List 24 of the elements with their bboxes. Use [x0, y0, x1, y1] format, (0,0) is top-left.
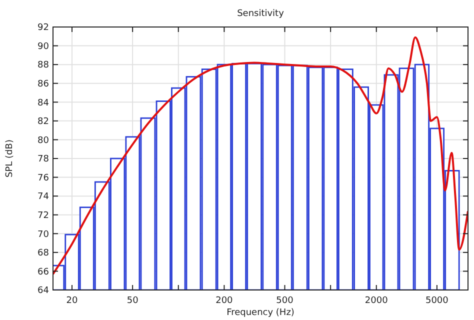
y-tick-label: 76 — [38, 173, 50, 184]
x-tick-label: 500 — [276, 296, 294, 306]
y-tick-label: 66 — [38, 267, 50, 278]
x-tick-label: 20 — [66, 296, 78, 306]
y-tick-label: 64 — [38, 286, 50, 296]
y-tick-label: 82 — [38, 117, 49, 128]
x-tick-label: 2000 — [364, 296, 388, 306]
y-tick-label: 92 — [38, 23, 49, 34]
y-tick-label: 78 — [38, 154, 50, 165]
x-tick-label: 50 — [126, 296, 139, 306]
y-tick-label: 72 — [38, 211, 49, 222]
y-tick-label: 90 — [38, 42, 50, 52]
y-tick-label: 86 — [38, 80, 50, 90]
chart-title: Sensitivity — [237, 9, 285, 19]
y-tick-label: 68 — [38, 248, 50, 259]
x-tick-label: 200 — [216, 296, 234, 306]
y-tick-label: 70 — [38, 230, 50, 240]
x-axis-title: Frequency (Hz) — [226, 308, 294, 318]
y-tick-label: 84 — [38, 98, 50, 108]
y-axis-title: SPL (dB) — [5, 140, 15, 178]
y-tick-label: 74 — [38, 192, 50, 202]
x-tick-label: 5000 — [425, 296, 449, 306]
y-tick-label: 88 — [38, 60, 50, 71]
y-tick-label: 80 — [38, 136, 50, 146]
